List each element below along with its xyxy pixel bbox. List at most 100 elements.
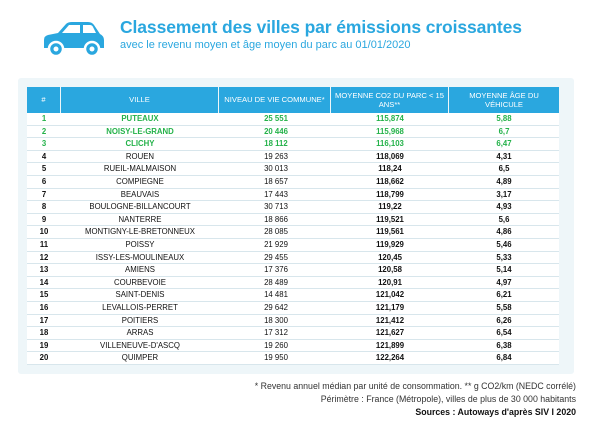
co2-cell: 119,521 [331, 213, 449, 227]
rank-cell: 2 [27, 125, 61, 139]
column-header-income: NIVEAU DE VIE COMMUNE* [219, 87, 331, 113]
income-cell: 29 642 [219, 301, 331, 315]
city-cell: NOISY-LE-GRAND [61, 125, 219, 139]
co2-cell: 120,91 [331, 276, 449, 290]
city-cell: VILLENEUVE-D'ASCQ [61, 339, 219, 353]
table-row: 4 ROUEN 19 263 118,069 4,31 [27, 150, 559, 164]
rank-cell: 9 [27, 213, 61, 227]
rank-cell: 16 [27, 301, 61, 315]
table-row: 15 SAINT-DENIS 14 481 121,042 6,21 [27, 289, 559, 302]
age-cell: 6,84 [449, 352, 559, 365]
co2-cell: 119,561 [331, 226, 449, 239]
footnote-scope: Périmètre : France (Métropole), villes d… [320, 394, 576, 404]
table-row: 18 ARRAS 17 312 121,627 6,54 [27, 327, 559, 340]
income-cell: 18 112 [219, 138, 331, 151]
rank-cell: 4 [27, 150, 61, 164]
table-row: 13 AMIENS 17 376 120,58 5,14 [27, 264, 559, 277]
table-row: 20 QUIMPER 19 950 122,264 6,84 [27, 352, 559, 365]
income-cell: 19 260 [219, 339, 331, 353]
table-header-row: # VILLE NIVEAU DE VIE COMMUNE* MOYENNE C… [27, 87, 559, 113]
city-cell: POISSY [61, 238, 219, 252]
city-cell: ISSY-LES-MOULINEAUX [61, 251, 219, 265]
rank-cell: 19 [27, 339, 61, 353]
age-cell: 4,93 [449, 201, 559, 214]
city-cell: RUEIL-MALMAISON [61, 163, 219, 176]
co2-cell: 118,799 [331, 188, 449, 202]
table-row: 9 NANTERRE 18 866 119,521 5,6 [27, 213, 559, 227]
column-header-co2: MOYENNE CO2 DU PARC < 15 ANS** [331, 87, 449, 113]
city-cell: ARRAS [61, 327, 219, 340]
rank-cell: 12 [27, 251, 61, 265]
age-cell: 5,6 [449, 213, 559, 227]
ranking-table: # VILLE NIVEAU DE VIE COMMUNE* MOYENNE C… [27, 87, 559, 365]
page-subtitle: avec le revenu moyen et âge moyen du par… [120, 39, 411, 51]
age-cell: 4,97 [449, 276, 559, 290]
table-row: 10 MONTIGNY-LE-BRETONNEUX 28 085 119,561 4,8… [27, 226, 559, 239]
age-cell: 6,54 [449, 327, 559, 340]
city-cell: COMPIEGNE [61, 175, 219, 189]
footnotes: * Revenu annuel médian par unité de cons… [255, 380, 576, 419]
income-cell: 19 950 [219, 352, 331, 365]
income-cell: 30 713 [219, 201, 331, 214]
age-cell: 4,86 [449, 226, 559, 239]
city-cell: NANTERRE [61, 213, 219, 227]
city-cell: BOULOGNE-BILLANCOURT [61, 201, 219, 214]
co2-cell: 119,22 [331, 201, 449, 214]
co2-cell: 119,929 [331, 238, 449, 252]
income-cell: 30 013 [219, 163, 331, 176]
co2-cell: 116,103 [331, 138, 449, 151]
co2-cell: 121,179 [331, 301, 449, 315]
table-row: 5 RUEIL-MALMAISON 30 013 118,24 6,5 [27, 163, 559, 176]
age-cell: 6,47 [449, 138, 559, 151]
rank-cell: 17 [27, 314, 61, 328]
rank-cell: 8 [27, 201, 61, 214]
age-cell: 4,89 [449, 175, 559, 189]
co2-cell: 121,412 [331, 314, 449, 328]
table-body: 1 PUTEAUX 25 551 115,874 5,88 2 NOISY-LE-GRAND… [27, 113, 559, 365]
table-row: 1 PUTEAUX 25 551 115,874 5,88 [27, 113, 559, 126]
table-row: 17 POITIERS 18 300 121,412 6,26 [27, 314, 559, 328]
income-cell: 18 657 [219, 175, 331, 189]
age-cell: 5,58 [449, 301, 559, 315]
income-cell: 29 455 [219, 251, 331, 265]
rank-cell: 5 [27, 163, 61, 176]
rank-cell: 11 [27, 238, 61, 252]
age-cell: 3,17 [449, 188, 559, 202]
age-cell: 6,26 [449, 314, 559, 328]
age-cell: 6,38 [449, 339, 559, 353]
table-row: 11 POISSY 21 929 119,929 5,46 [27, 238, 559, 252]
table-row: 19 VILLENEUVE-D'ASCQ 19 260 121,899 6,38 [27, 339, 559, 353]
city-cell: PUTEAUX [61, 113, 219, 126]
rank-cell: 18 [27, 327, 61, 340]
income-cell: 17 312 [219, 327, 331, 340]
city-cell: QUIMPER [61, 352, 219, 365]
income-cell: 20 446 [219, 125, 331, 139]
footnote-definitions: * Revenu annuel médian par unité de cons… [254, 381, 576, 391]
income-cell: 18 300 [219, 314, 331, 328]
city-cell: AMIENS [61, 264, 219, 277]
co2-cell: 115,968 [331, 125, 449, 139]
age-cell: 5,14 [449, 264, 559, 277]
co2-cell: 121,627 [331, 327, 449, 340]
age-cell: 5,33 [449, 251, 559, 265]
city-cell: MONTIGNY-LE-BRETONNEUX [61, 226, 219, 239]
co2-cell: 120,45 [331, 251, 449, 265]
city-cell: LEVALLOIS-PERRET [61, 301, 219, 315]
column-header-rank: # [27, 87, 61, 113]
table-row: 8 BOULOGNE-BILLANCOURT 30 713 119,22 4,93 [27, 201, 559, 214]
income-cell: 25 551 [219, 113, 331, 126]
co2-cell: 121,042 [331, 289, 449, 302]
city-cell: COURBEVOIE [61, 276, 219, 290]
income-cell: 14 481 [219, 289, 331, 302]
rank-cell: 10 [27, 226, 61, 239]
city-cell: SAINT-DENIS [61, 289, 219, 302]
rank-cell: 15 [27, 289, 61, 302]
age-cell: 6,7 [449, 125, 559, 139]
age-cell: 4,31 [449, 150, 559, 164]
city-cell: BEAUVAIS [61, 188, 219, 202]
city-cell: POITIERS [61, 314, 219, 328]
income-cell: 17 376 [219, 264, 331, 277]
rank-cell: 1 [27, 113, 61, 126]
table-row: 12 ISSY-LES-MOULINEAUX 29 455 120,45 5,33 [27, 251, 559, 265]
table-row: 16 LEVALLOIS-PERRET 29 642 121,179 5,58 [27, 301, 559, 315]
